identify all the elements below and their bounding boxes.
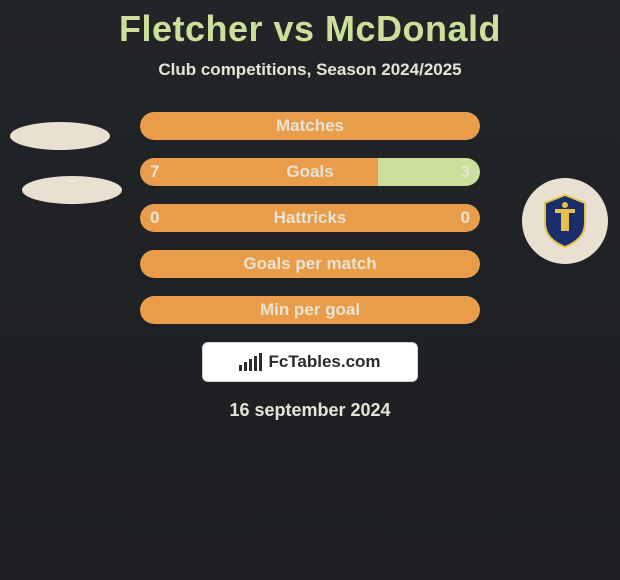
stat-value-right: 3 [461,158,470,186]
stat-row: 7Goals3 [140,158,480,186]
stat-row: Min per goal [140,296,480,324]
stat-label: Min per goal [140,296,480,324]
stat-label: Hattricks [140,204,480,232]
player-right-badge [522,178,608,264]
stat-label: Goals per match [140,250,480,278]
player-left-oval-1 [10,122,110,150]
date-label: 16 september 2024 [0,400,620,421]
club-crest-icon [541,193,589,249]
stat-label: Matches [140,112,480,140]
bars-icon [239,353,262,371]
stat-value-right: 0 [461,204,470,232]
stat-row: Matches [140,112,480,140]
stat-row: Goals per match [140,250,480,278]
stat-row: 0Hattricks0 [140,204,480,232]
stats-container: Matches 7Goals3 0Hattricks0 Goals per match… [140,112,480,324]
stat-label: Goals [140,158,480,186]
logo-text: FcTables.com [268,352,380,372]
page-title: Fletcher vs McDonald [0,0,620,50]
footer-logo: FcTables.com [202,342,418,382]
player-left-oval-2 [22,176,122,204]
subtitle: Club competitions, Season 2024/2025 [0,60,620,80]
